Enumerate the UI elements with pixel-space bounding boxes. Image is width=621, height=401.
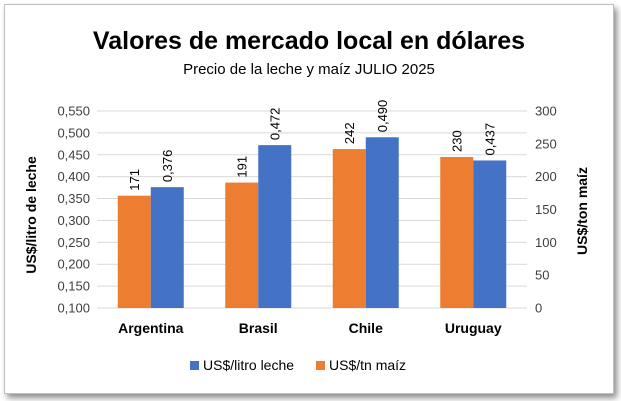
legend-swatch [190, 361, 199, 370]
data-label-maiz: 191 [234, 156, 249, 178]
right-tick-label: 100 [535, 235, 557, 250]
left-tick-label: 0,300 [57, 213, 90, 228]
right-tick-label: 150 [535, 202, 557, 217]
right-axis-title: US$/ton maíz [574, 167, 590, 255]
data-label-maiz: 171 [127, 169, 142, 191]
left-tick-label: 0,100 [57, 301, 90, 316]
left-tick-label: 0,500 [57, 125, 90, 140]
data-label-leche: 0,472 [267, 108, 282, 141]
data-labels: 171 0,376 191 0,472 242 0,490 230 0,437 [127, 100, 498, 191]
data-label-leche: 0,376 [160, 150, 175, 183]
left-tick-label: 0,400 [57, 169, 90, 184]
right-tick-label: 250 [535, 136, 557, 151]
data-label-leche: 0,437 [482, 123, 497, 156]
category-label: Chile [349, 320, 383, 336]
right-axis-ticks: 0 50 100 150 200 250 300 [535, 104, 557, 316]
bar-leche [473, 160, 507, 308]
left-tick-label: 0,150 [57, 279, 90, 294]
bar-leche [150, 187, 184, 308]
left-axis-ticks: 0,100 0,150 0,200 0,250 0,300 0,350 0,400 0,450… [57, 104, 90, 316]
left-tick-label: 0,350 [57, 191, 90, 206]
legend: US$/litro leche US$/tn maíz [190, 357, 406, 373]
bars [117, 137, 507, 308]
legend-swatch [316, 361, 325, 370]
legend-label: US$/tn maíz [329, 357, 406, 373]
left-tick-label: 0,250 [57, 235, 90, 250]
data-label-maiz: 242 [342, 122, 357, 144]
bar-maiz [225, 182, 259, 308]
data-label-leche: 0,490 [375, 100, 390, 133]
left-tick-label: 0,450 [57, 147, 90, 162]
left-tick-label: 0,200 [57, 257, 90, 272]
category-label: Argentina [118, 320, 184, 336]
right-tick-label: 50 [535, 268, 549, 283]
bar-leche [258, 145, 292, 308]
right-tick-label: 200 [535, 169, 557, 184]
bar-leche [365, 137, 399, 308]
bar-maiz [332, 149, 366, 308]
category-label: Brasil [239, 320, 278, 336]
chart-title: Valores de mercado local en dólares [93, 27, 525, 55]
chart-svg: Valores de mercado local en dólares Prec… [23, 27, 590, 373]
right-tick-label: 300 [535, 104, 557, 119]
chart-frame: Valores de mercado local en dólares Prec… [4, 4, 614, 394]
left-tick-label: 0,550 [57, 104, 90, 119]
legend-label: US$/litro leche [203, 357, 294, 373]
right-tick-label: 0 [535, 301, 542, 316]
category-label: Uruguay [445, 320, 502, 336]
chart-subtitle: Precio de la leche y maíz JULIO 2025 [183, 61, 435, 78]
bar-maiz [440, 156, 474, 308]
left-axis-title: US$/litro de leche [23, 156, 39, 274]
data-label-maiz: 230 [449, 130, 464, 152]
bar-maiz [117, 195, 151, 308]
category-labels: Argentina Brasil Chile Uruguay [118, 320, 502, 336]
